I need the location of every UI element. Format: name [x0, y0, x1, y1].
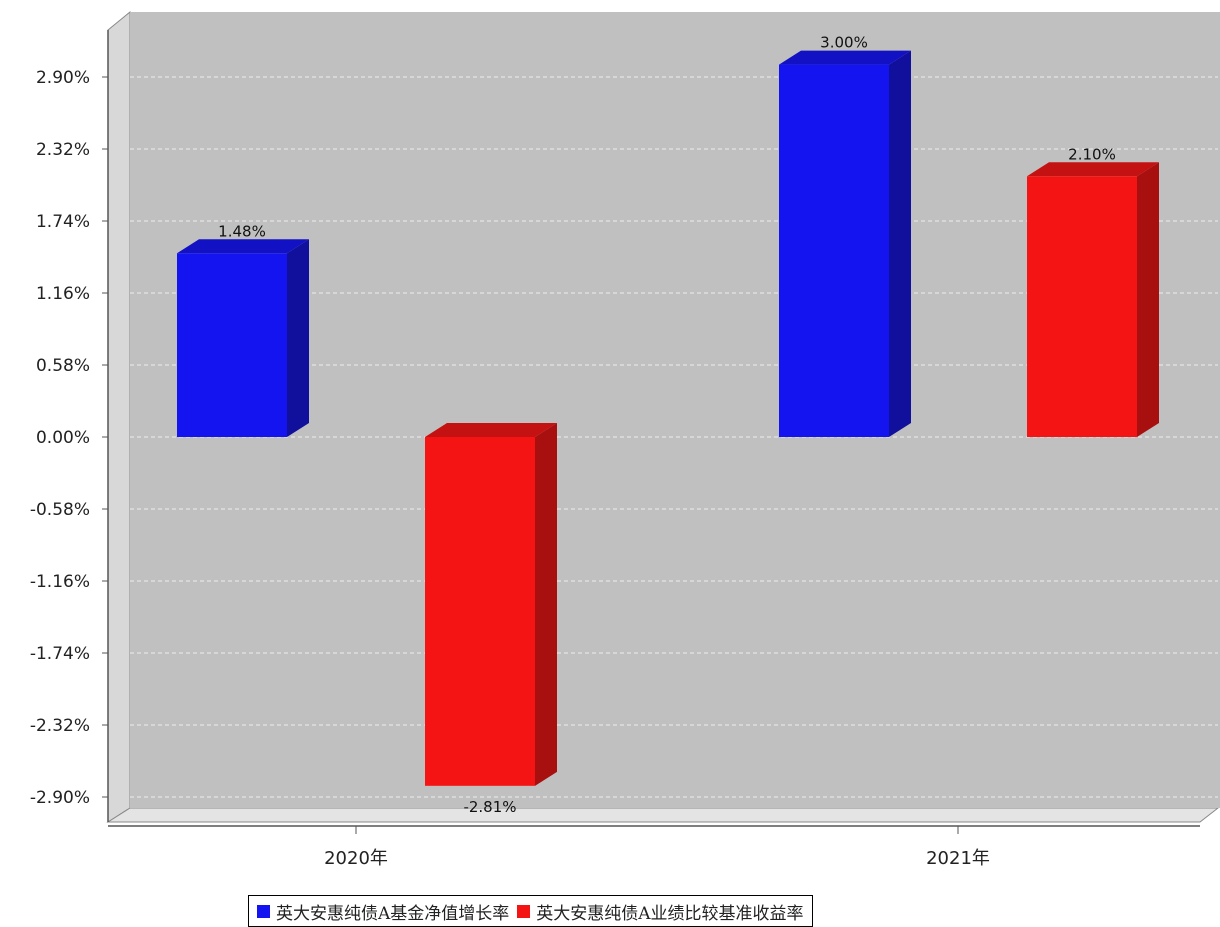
data-label: 3.00% [820, 34, 868, 52]
x-category-label: 2021年 [926, 848, 990, 869]
bar-side [535, 423, 557, 786]
chart-side-wall [107, 10, 131, 823]
x-category-label: 2020年 [324, 848, 388, 869]
bar-front [425, 437, 535, 786]
legend-item-benchmark: 英大安惠纯债A业绩比较基准收益率 [517, 899, 804, 924]
y-tick-label: -2.32% [30, 716, 90, 736]
y-tick-label: 1.16% [36, 284, 90, 304]
legend-item-nav-growth: 英大安惠纯债A基金净值增长率 [257, 899, 509, 924]
y-tick-label: -2.90% [30, 788, 90, 808]
chart-floor [106, 807, 1220, 823]
bar [779, 50, 911, 437]
data-label: -2.81% [463, 798, 516, 816]
bar [1027, 162, 1159, 437]
y-tick-label: 2.32% [36, 140, 90, 160]
legend-label-nav-growth: 英大安惠纯债A基金净值增长率 [276, 903, 510, 924]
bar-side [1137, 162, 1159, 437]
legend: 英大安惠纯债A基金净值增长率 英大安惠纯债A业绩比较基准收益率 [248, 895, 813, 927]
bar-side [287, 239, 309, 437]
bar-front [1027, 176, 1137, 437]
bar-top [425, 423, 557, 437]
bars [177, 50, 1159, 786]
y-tick-label: 1.74% [36, 212, 90, 232]
legend-swatch-red [517, 904, 531, 918]
bar-top [177, 239, 309, 254]
x-axis-categories: 2020年 2021年 [324, 826, 990, 869]
bar [177, 239, 309, 437]
legend-label-benchmark: 英大安惠纯债A业绩比较基准收益率 [536, 903, 804, 924]
bar-front [779, 64, 889, 437]
data-label: 2.10% [1068, 145, 1116, 163]
bar-top [1027, 162, 1159, 177]
data-labels: 1.48% 3.00% -2.81% 2.10% [218, 34, 1116, 816]
legend-swatch-blue [257, 904, 270, 918]
y-tick-label: 0.00% [36, 428, 90, 448]
bar-front [177, 253, 287, 437]
y-tick-label: -1.16% [30, 572, 90, 592]
y-tick-label: 2.90% [36, 68, 90, 88]
bar [425, 423, 557, 786]
y-tick-label: -1.74% [30, 644, 90, 664]
y-tick-label: 0.58% [36, 356, 90, 376]
data-label: 1.48% [218, 222, 266, 240]
bar-top [779, 50, 911, 65]
bar-side [889, 50, 911, 437]
y-axis-ticks: 2.90% 2.32% 1.74% 1.16% 0.58% 0.00% -0.58% -1.1… [30, 68, 108, 808]
y-tick-label: -0.58% [30, 500, 90, 520]
bar-chart: 2.90% 2.32% 1.74% 1.16% 0.58% 0.00% -0.58% -1.1… [30, 10, 1220, 869]
